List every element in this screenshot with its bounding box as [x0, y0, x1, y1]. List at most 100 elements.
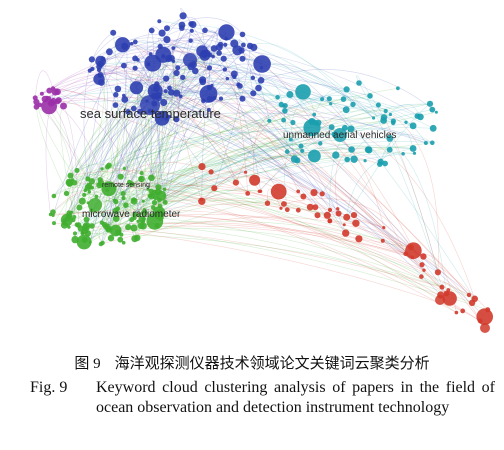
edge: [60, 105, 75, 218]
node: [264, 200, 271, 206]
node: [335, 210, 342, 217]
node: [250, 90, 257, 97]
edge: [137, 103, 431, 222]
edge: [50, 212, 413, 258]
node: [90, 66, 95, 72]
node: [232, 74, 237, 80]
edge: [100, 66, 181, 97]
node: [67, 172, 74, 179]
edge: [41, 73, 211, 100]
node: [206, 107, 211, 112]
node: [466, 292, 472, 298]
node: [155, 184, 162, 191]
edge: [134, 171, 212, 219]
node: [71, 180, 78, 186]
node: [218, 24, 235, 41]
edge: [74, 120, 394, 234]
node: [347, 125, 355, 133]
edge: [85, 109, 209, 191]
node: [380, 117, 387, 124]
node: [383, 108, 388, 114]
edge: [152, 62, 315, 157]
node: [314, 212, 321, 219]
edge: [191, 30, 339, 214]
node: [188, 38, 193, 43]
edge: [52, 71, 157, 89]
node: [329, 102, 333, 106]
node: [62, 218, 67, 223]
edge: [100, 68, 371, 97]
node: [51, 193, 57, 199]
edge: [358, 82, 443, 288]
node: [41, 95, 49, 103]
node: [355, 235, 363, 243]
node: [150, 205, 156, 210]
node: [141, 219, 146, 224]
node: [157, 197, 162, 203]
node: [343, 213, 351, 221]
edge: [84, 193, 424, 257]
node: [60, 102, 67, 110]
node: [180, 74, 186, 81]
edge: [379, 134, 433, 165]
edge: [234, 76, 447, 294]
node: [303, 119, 321, 137]
edge: [90, 64, 194, 243]
node: [97, 179, 105, 187]
edge: [36, 106, 75, 218]
node: [396, 86, 400, 91]
node: [223, 42, 228, 47]
edge: [108, 65, 127, 230]
node: [50, 86, 56, 91]
edge: [36, 106, 89, 234]
edge: [68, 194, 144, 227]
edge: [49, 100, 303, 152]
edge: [159, 122, 319, 214]
edge: [176, 92, 413, 258]
node: [173, 69, 180, 77]
node: [88, 56, 95, 63]
node: [101, 181, 117, 197]
edge: [91, 95, 371, 211]
edge: [108, 228, 443, 288]
edge: [57, 91, 145, 219]
node: [122, 166, 126, 171]
edge: [141, 184, 215, 220]
edge: [83, 159, 348, 243]
node: [46, 87, 53, 94]
hub-node: [480, 323, 490, 333]
edge: [159, 126, 313, 201]
node: [125, 109, 131, 115]
node: [33, 104, 40, 110]
node: [163, 36, 171, 44]
edge: [125, 167, 146, 206]
node: [250, 75, 256, 81]
edge: [101, 30, 192, 169]
node: [178, 94, 183, 99]
caption-text: Keyword cloud clustering analysis of pap…: [96, 379, 495, 416]
node: [121, 96, 129, 103]
edge: [383, 117, 439, 273]
node: [87, 190, 92, 194]
node: [81, 236, 88, 243]
edge: [74, 173, 135, 202]
edge: [311, 88, 354, 122]
edge: [209, 76, 319, 123]
node: [123, 202, 129, 208]
node: [308, 149, 321, 163]
node: [404, 120, 408, 125]
edge: [129, 98, 243, 183]
node: [327, 218, 333, 224]
node: [139, 171, 144, 175]
node: [282, 103, 288, 109]
edge: [383, 104, 421, 121]
edge: [52, 65, 166, 92]
node: [189, 21, 197, 28]
node: [138, 176, 143, 181]
node: [426, 100, 434, 107]
edge: [220, 98, 425, 271]
edge: [90, 87, 210, 243]
edge: [52, 43, 132, 216]
edge: [284, 148, 303, 210]
